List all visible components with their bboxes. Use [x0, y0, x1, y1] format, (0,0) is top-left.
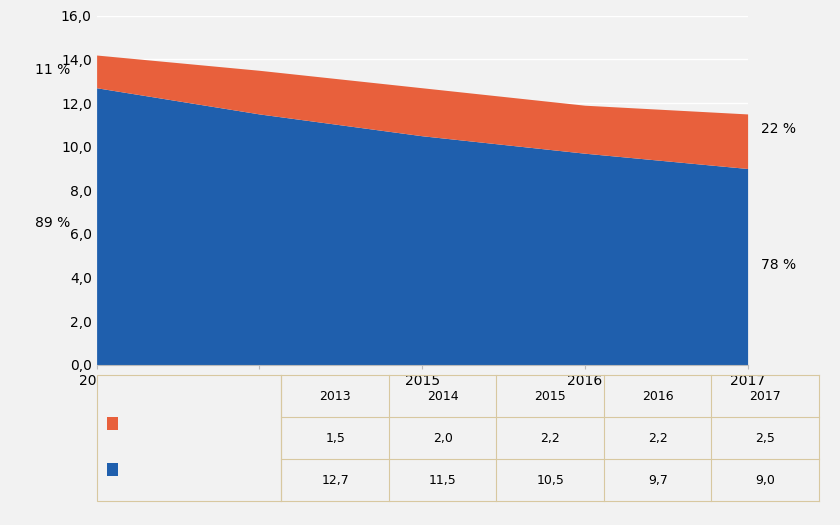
Text: 11 %: 11 %	[34, 64, 70, 77]
Text: 2,0: 2,0	[433, 432, 453, 445]
Text: 2016: 2016	[642, 390, 674, 403]
Text: 2014: 2014	[427, 390, 459, 403]
Text: Papirinntekter: Papirinntekter	[124, 464, 213, 476]
Text: 2,5: 2,5	[755, 432, 775, 445]
Text: 10,5: 10,5	[536, 474, 564, 487]
Text: 2015: 2015	[534, 390, 566, 403]
Text: 89 %: 89 %	[34, 216, 70, 230]
Text: 9,7: 9,7	[648, 474, 668, 487]
Text: 1,5: 1,5	[325, 432, 345, 445]
Text: 2,2: 2,2	[540, 432, 560, 445]
Text: 22 %: 22 %	[760, 122, 795, 136]
Text: 2017: 2017	[749, 390, 781, 403]
Text: 11,5: 11,5	[428, 474, 457, 487]
Text: 2,2: 2,2	[648, 432, 668, 445]
Text: Digitale inntekter: Digitale inntekter	[124, 417, 234, 430]
Text: 78 %: 78 %	[760, 257, 795, 271]
Text: 9,0: 9,0	[755, 474, 775, 487]
Text: 2013: 2013	[319, 390, 351, 403]
Text: 12,7: 12,7	[321, 474, 349, 487]
